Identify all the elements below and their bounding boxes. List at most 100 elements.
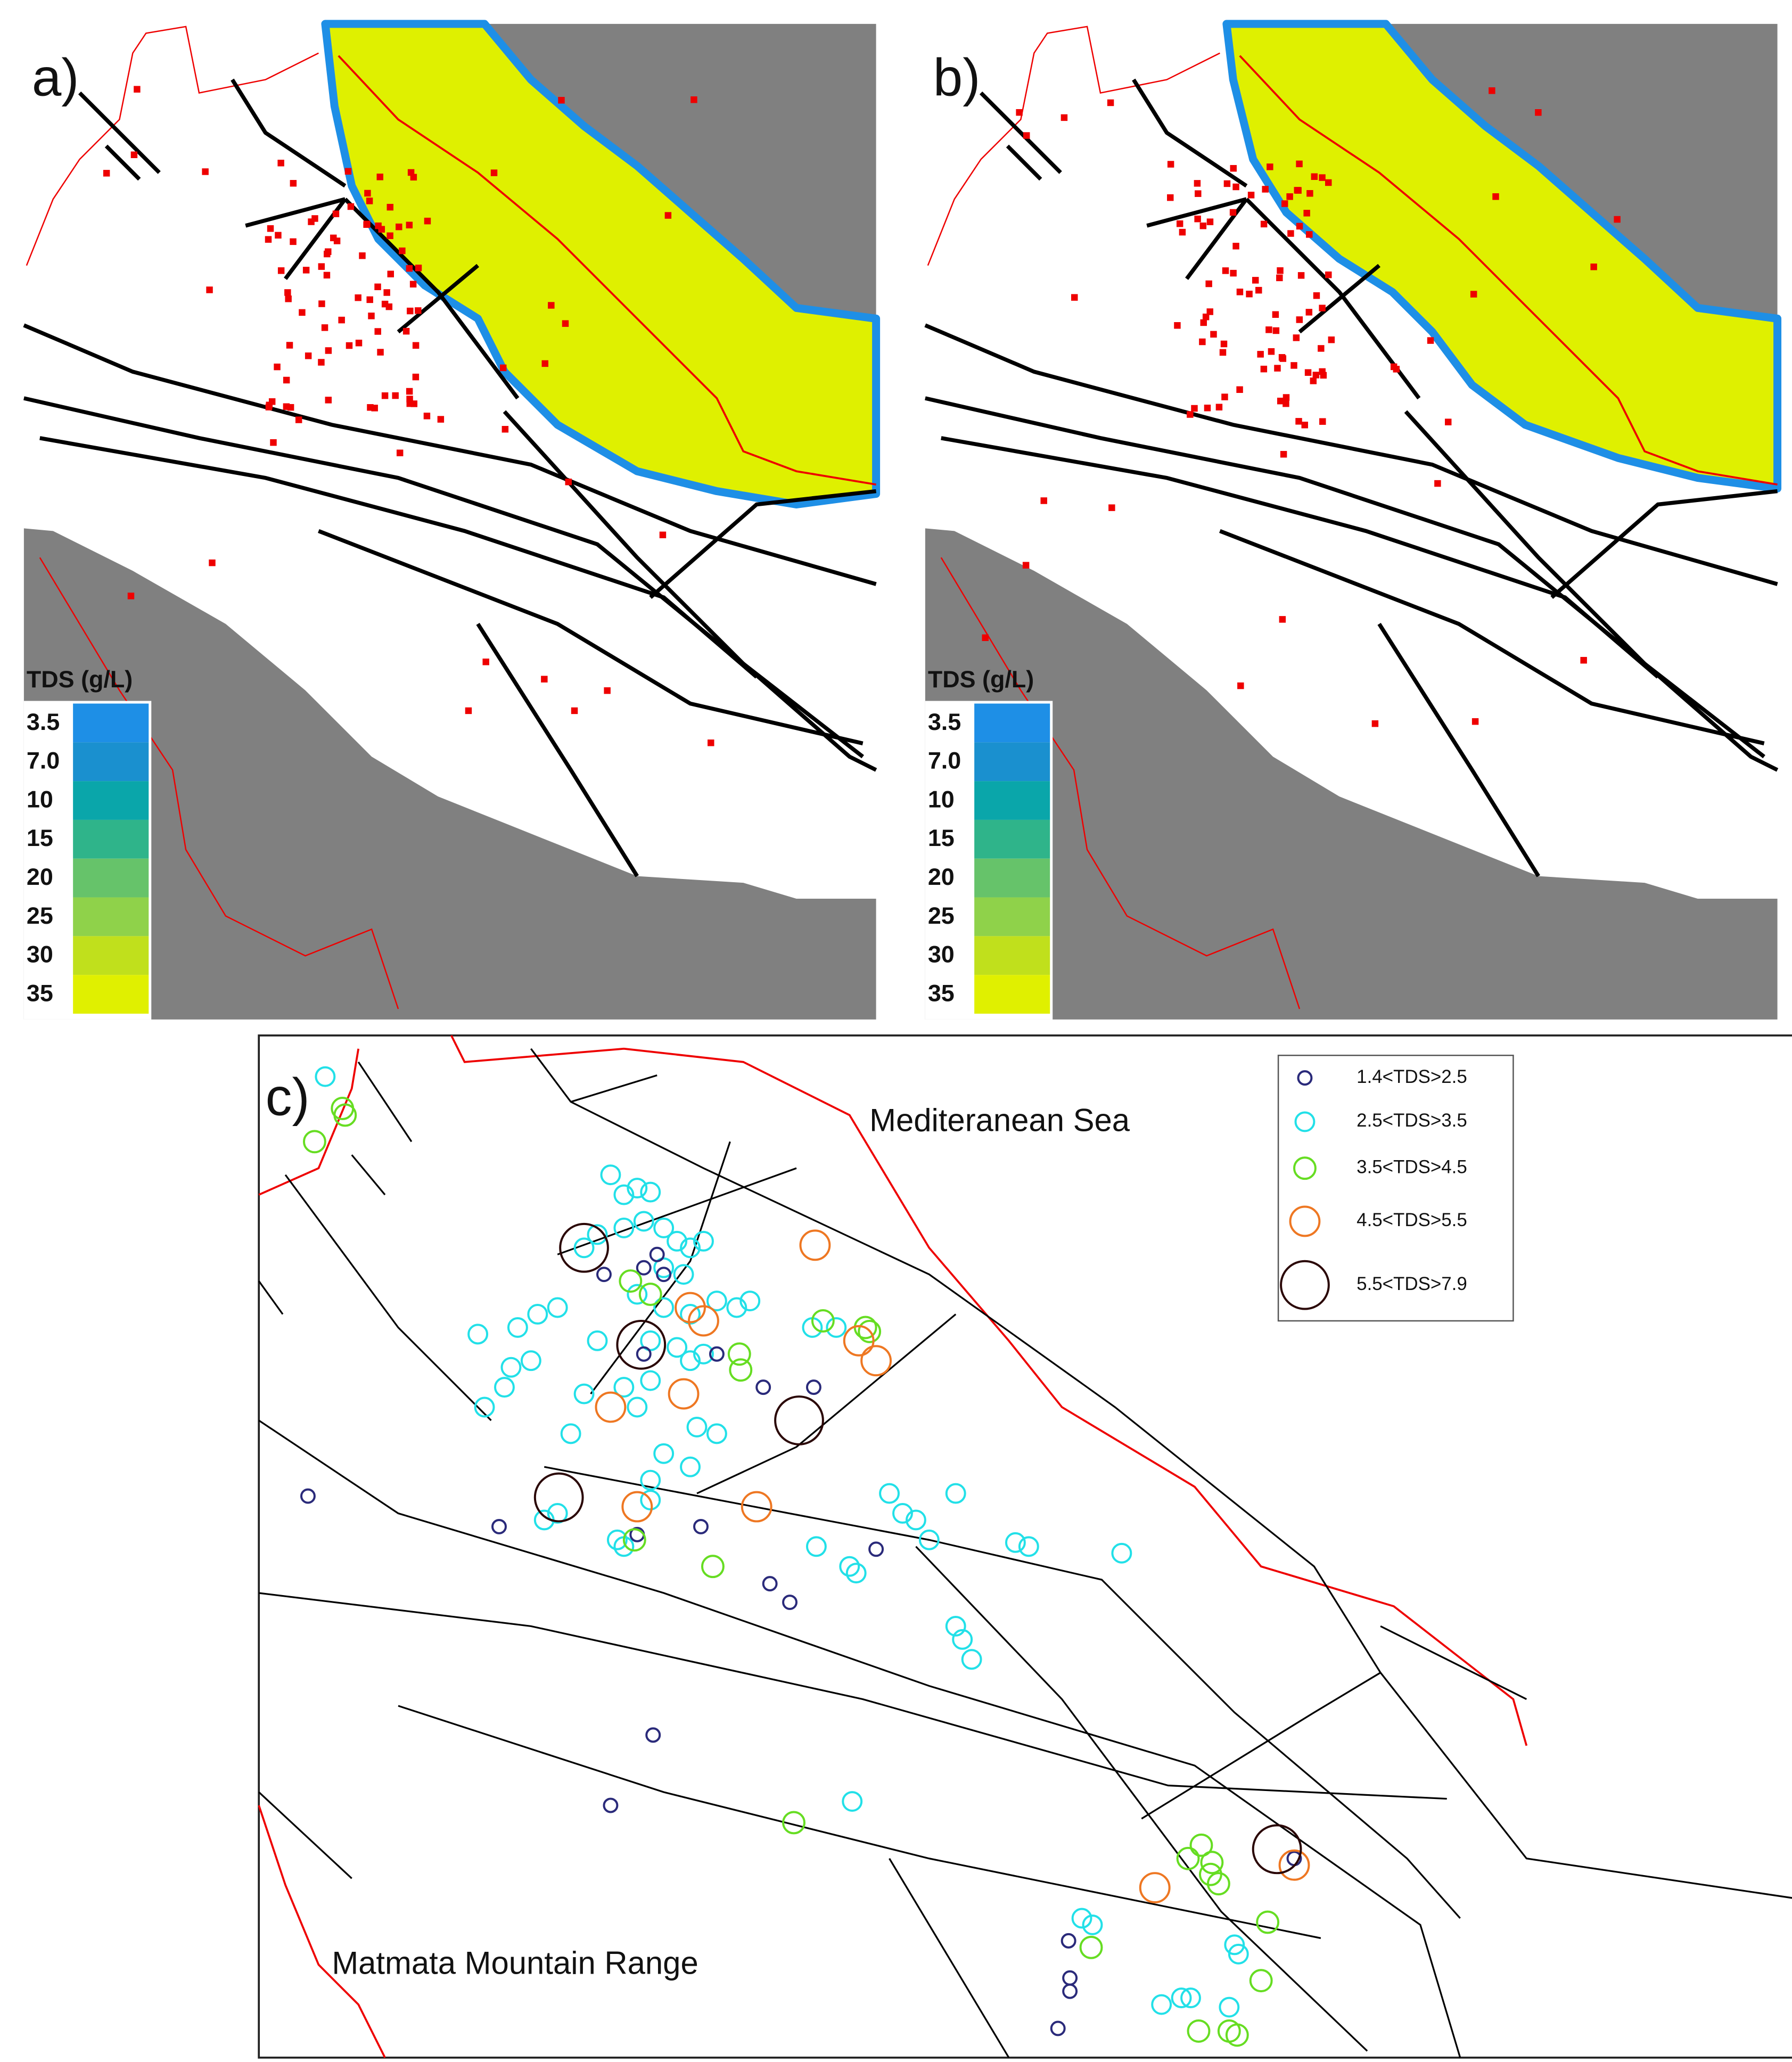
sample-point: [667, 1230, 688, 1252]
well-point: [318, 263, 325, 270]
legend-label: 10: [928, 785, 955, 812]
well-point: [1232, 183, 1239, 191]
well-point: [1580, 656, 1587, 664]
sample-point: [467, 1324, 489, 1345]
well-point: [375, 222, 382, 229]
sample-point: [1252, 1824, 1302, 1875]
sample-point: [1224, 1934, 1245, 1956]
sample-point: [1206, 1872, 1230, 1896]
well-point: [308, 218, 315, 225]
well-point: [1325, 271, 1332, 278]
well-point: [1470, 291, 1477, 298]
well-point: [374, 328, 381, 335]
well-point: [490, 169, 498, 176]
well-point: [1371, 720, 1379, 727]
sample-point: [805, 1536, 827, 1557]
well-point: [377, 349, 384, 356]
well-point: [1199, 222, 1207, 229]
sample-point: [573, 1383, 595, 1404]
land-gray: [925, 528, 1778, 1020]
fault-line: [231, 78, 347, 188]
well-point: [1202, 314, 1210, 321]
well-point: [1293, 334, 1300, 341]
sample-point: [739, 1291, 761, 1311]
sample-point: [843, 1325, 875, 1357]
legend-swatch: [974, 975, 1050, 1014]
sample-point: [613, 1184, 635, 1205]
coast-line: [1239, 55, 1778, 486]
well-point: [415, 307, 422, 314]
well-point: [1306, 231, 1313, 238]
fault-line: [318, 529, 864, 745]
sample-point: [547, 1503, 568, 1524]
well-point: [502, 426, 509, 433]
sample-point: [1082, 1914, 1103, 1935]
well-point: [1272, 327, 1280, 334]
fault-line: [1185, 198, 1248, 280]
legend-label: 25: [928, 902, 955, 929]
legend-swatch: [974, 742, 1050, 782]
sample-point: [653, 1217, 675, 1238]
well-point: [1296, 316, 1303, 323]
sample-point: [300, 1488, 316, 1504]
sample-point: [879, 1483, 900, 1504]
land-gray: [23, 528, 876, 1020]
well-point: [1265, 326, 1272, 333]
sample-point: [640, 1370, 661, 1391]
well-point: [1295, 418, 1302, 425]
sample-point: [600, 1164, 621, 1186]
well-point: [332, 210, 340, 217]
legend-label: 30: [928, 941, 955, 968]
well-point: [1247, 192, 1255, 199]
sample-point: [627, 1284, 648, 1305]
sample-point: [945, 1483, 966, 1504]
sample-point: [619, 1269, 643, 1293]
sample-point: [1018, 1536, 1039, 1557]
sample-point: [595, 1391, 627, 1423]
legend-swatch: [73, 781, 149, 820]
well-point: [407, 169, 415, 176]
sample-point: [616, 1319, 667, 1370]
well-point: [387, 232, 393, 240]
legend-swatch: [974, 936, 1050, 975]
well-point: [406, 388, 413, 395]
fault-line: [23, 323, 877, 586]
well-point: [206, 286, 213, 293]
fault-line: [696, 1313, 957, 1494]
sample-point: [961, 1649, 982, 1670]
sample-point: [606, 1529, 628, 1550]
well-point: [1283, 394, 1290, 401]
well-point: [691, 96, 697, 103]
well-point: [415, 265, 422, 272]
well-point: [1255, 286, 1262, 294]
sample-point: [627, 1396, 648, 1418]
sample-point: [621, 1491, 653, 1523]
fault-line: [476, 622, 639, 877]
well-point: [1210, 331, 1217, 338]
legend-label: 5.5<TDS>7.9: [1357, 1274, 1467, 1294]
sample-point: [1249, 1969, 1273, 1993]
sample-point: [918, 1529, 940, 1550]
well-point: [1280, 451, 1287, 458]
well-point: [1237, 682, 1244, 689]
legend-swatch: [73, 897, 149, 936]
legend-swatch: [73, 975, 149, 1014]
sample-point: [494, 1377, 515, 1398]
legend-swatch: [974, 858, 1050, 898]
sample-point: [1187, 2019, 1211, 2043]
well-point: [1108, 504, 1115, 511]
well-point: [387, 270, 394, 277]
sample-point: [573, 1237, 595, 1259]
legend-label: 30: [27, 941, 53, 968]
fault-line: [1550, 489, 1778, 599]
well-point: [1281, 200, 1288, 207]
sample-point: [755, 1379, 771, 1395]
well-point: [1310, 377, 1317, 384]
well-point: [1390, 363, 1398, 371]
sample-point: [858, 1319, 882, 1343]
fault-line: [343, 198, 520, 400]
well-point: [338, 316, 345, 324]
sample-point: [905, 1509, 926, 1531]
well-point: [499, 364, 507, 372]
sample-point: [952, 1629, 973, 1650]
